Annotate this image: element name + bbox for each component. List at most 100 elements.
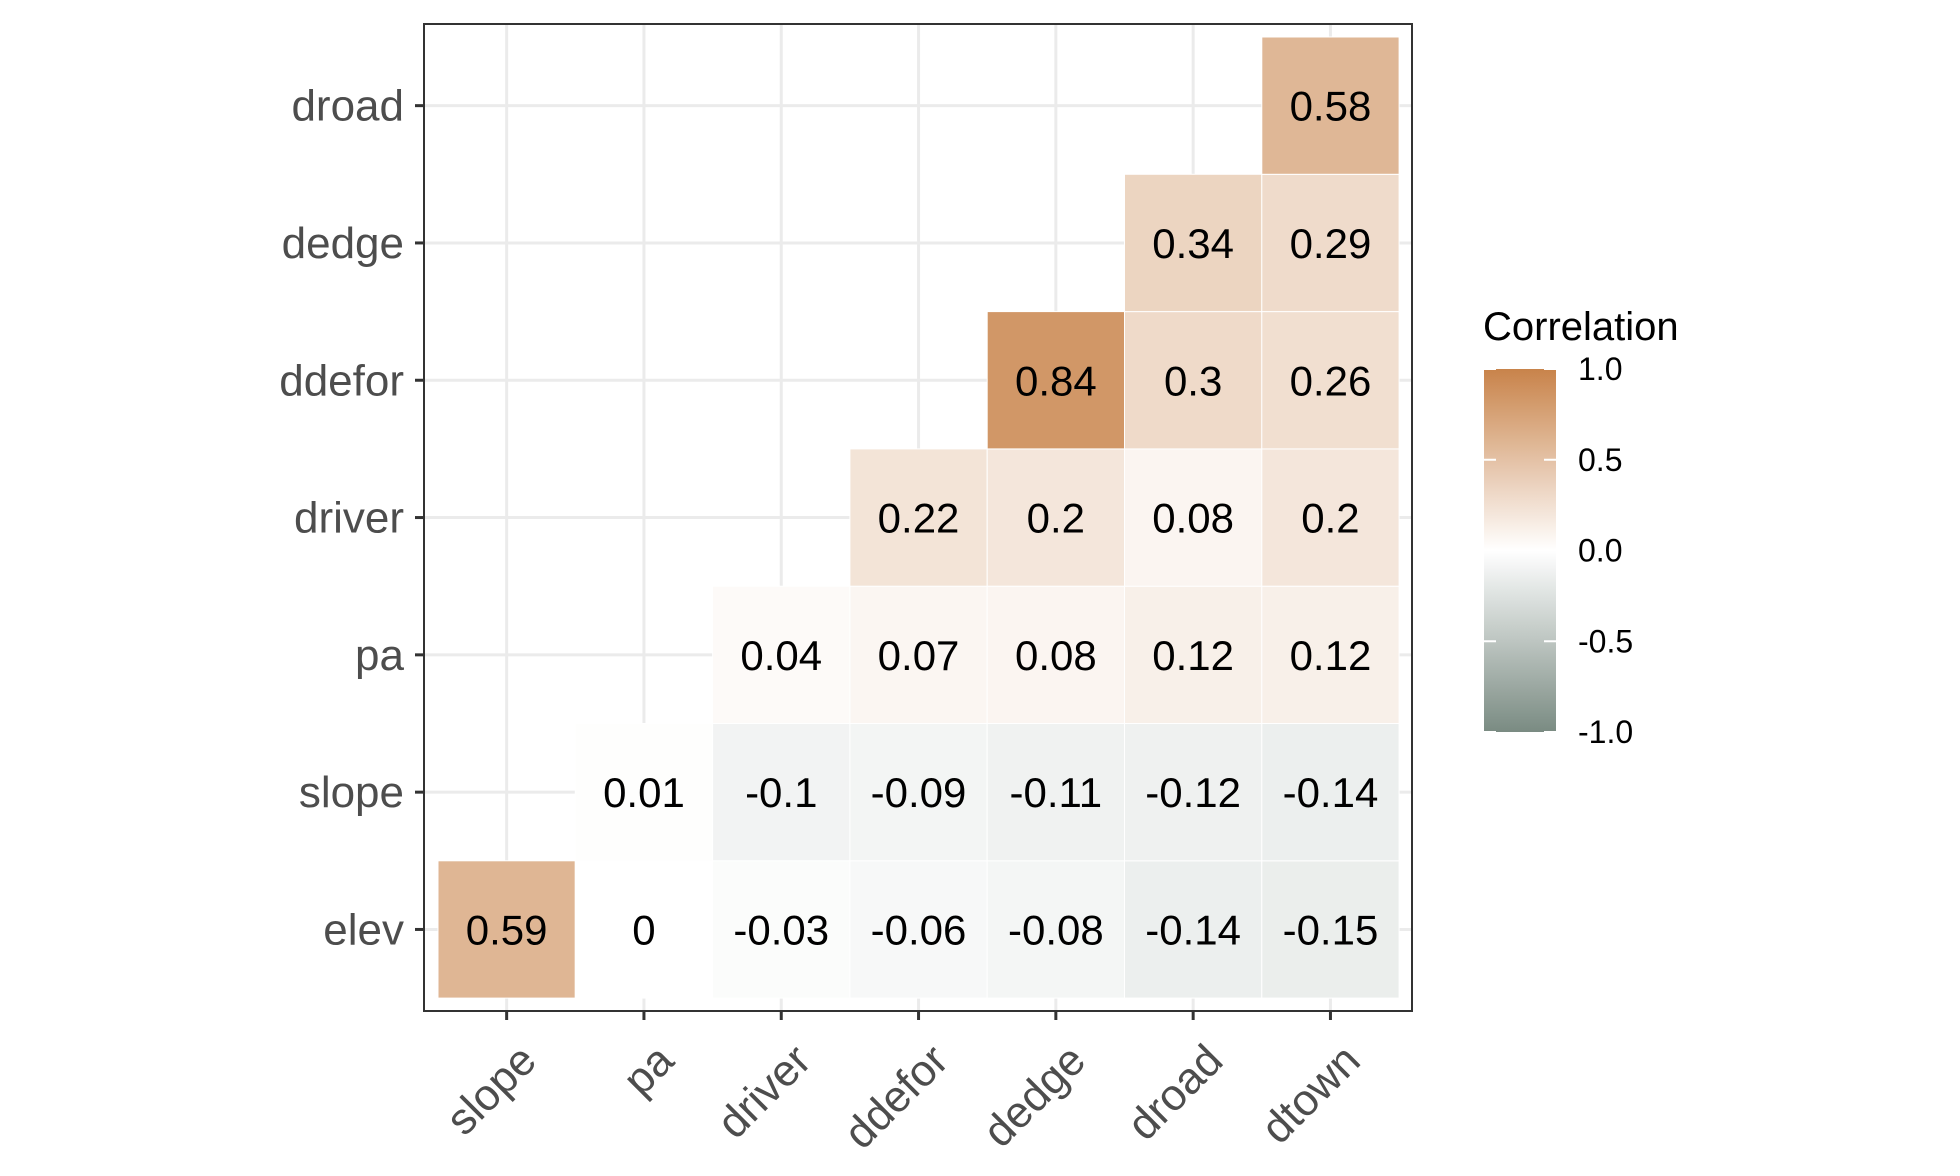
y-tick-label: slope	[299, 768, 404, 817]
heatmap-cell: -0.11	[986, 723, 1126, 862]
cell-fill	[1124, 173, 1263, 313]
legend-tick-label: 0.5	[1578, 442, 1622, 478]
cell-value-label: 0.12	[1152, 632, 1234, 679]
cell-fill	[712, 585, 851, 725]
cell-value-label: -0.14	[1145, 906, 1241, 953]
y-tick-label: ddefor	[279, 356, 404, 405]
cell-fill	[849, 448, 988, 587]
cell-value-label: 0.84	[1015, 357, 1097, 404]
cell-fill	[712, 860, 851, 999]
x-tick-label: driver	[708, 1035, 820, 1147]
heatmap-cell: 0.29	[1261, 173, 1400, 313]
heatmap-cell: 0.84	[986, 311, 1126, 450]
cell-value-label: 0.34	[1152, 220, 1234, 267]
cell-value-label: -0.08	[1008, 906, 1104, 953]
cell-value-label: 0.12	[1290, 632, 1372, 679]
cell-value-label: 0.08	[1152, 495, 1234, 542]
cell-value-label: -0.11	[1010, 769, 1103, 816]
cell-fill	[1261, 448, 1400, 587]
heatmap-cell: 0.04	[712, 585, 851, 725]
x-tick-label: dtown	[1252, 1035, 1370, 1153]
legend-tick-label: 0.0	[1578, 533, 1622, 569]
cell-fill	[1261, 173, 1400, 313]
heatmap-cell: 0.08	[986, 585, 1126, 725]
cell-value-label: -0.14	[1283, 769, 1379, 816]
cell-fill	[1261, 860, 1400, 999]
cell-fill	[849, 723, 988, 862]
cell-value-label: -0.12	[1145, 769, 1241, 816]
cell-fill	[986, 860, 1126, 999]
legend-tick-label: -1.0	[1578, 714, 1633, 750]
heatmap-cell: -0.08	[986, 860, 1126, 999]
cell-value-label: 0.58	[1290, 83, 1372, 130]
cell-fill	[849, 585, 988, 725]
x-tick-label: slope	[437, 1035, 546, 1144]
cell-value-label: 0.2	[1301, 495, 1359, 542]
x-tick-label: dedge	[974, 1035, 1095, 1156]
heatmap-cell: -0.15	[1261, 860, 1400, 999]
heatmap-cell: 0.22	[849, 448, 988, 587]
y-tick-label: droad	[291, 82, 404, 131]
cell-fill	[437, 860, 576, 999]
cell-fill	[1124, 311, 1263, 450]
cell-value-label: -0.03	[733, 906, 829, 953]
heatmap-cell: -0.14	[1124, 860, 1263, 999]
cell-value-label: 0.29	[1290, 220, 1372, 267]
cell-fill	[986, 723, 1126, 862]
legend-tick-label: 1.0	[1578, 351, 1622, 387]
x-tick-label: droad	[1118, 1035, 1232, 1149]
legend-tick-label: -0.5	[1578, 623, 1633, 659]
cell-fill	[1261, 36, 1400, 175]
heatmap-cell: 0.34	[1124, 173, 1263, 313]
cell-fill	[1124, 585, 1263, 725]
heatmap-cells: 0.59 0 -0.03 -0.06 -0.08 -0.14 -0.15 0.01 -0.1 -0…	[437, 36, 1400, 999]
heatmap-cell: 0.26	[1261, 311, 1400, 450]
heatmap-cell: -0.03	[712, 860, 851, 999]
cell-value-label: -0.15	[1283, 906, 1379, 953]
heatmap-cell: -0.14	[1261, 723, 1400, 862]
cell-fill	[849, 860, 988, 999]
cell-fill	[574, 723, 714, 862]
cell-value-label: 0.2	[1027, 495, 1085, 542]
heatmap-cell: 0.2	[1261, 448, 1400, 587]
heatmap-cell: -0.1	[712, 723, 851, 862]
cell-fill	[1261, 723, 1400, 862]
cell-value-label: 0.07	[878, 632, 960, 679]
y-tick-label: dedge	[282, 219, 404, 268]
cell-value-label: 0.08	[1015, 632, 1097, 679]
cell-value-label: 0.22	[878, 495, 960, 542]
heatmap-cell: 0.3	[1124, 311, 1263, 450]
cell-value-label: -0.1	[745, 769, 817, 816]
heatmap-cell: 0.59	[437, 860, 576, 999]
heatmap-cell: 0.12	[1261, 585, 1400, 725]
heatmap-cell: 0.12	[1124, 585, 1263, 725]
y-tick-label: pa	[355, 631, 404, 680]
heatmap-cell: 0.01	[574, 723, 714, 862]
heatmap-cell: 0	[574, 860, 714, 999]
cell-fill	[1124, 723, 1263, 862]
heatmap-cell: 0.08	[1124, 448, 1263, 587]
cell-value-label: -0.06	[871, 906, 967, 953]
heatmap-cell: 0.2	[986, 448, 1126, 587]
cell-value-label: 0.26	[1290, 357, 1372, 404]
cell-fill	[1261, 311, 1400, 450]
x-tick-label: ddefor	[835, 1035, 958, 1158]
cell-value-label: 0.59	[466, 906, 548, 953]
legend-title: Correlation	[1483, 305, 1679, 349]
cell-fill	[1124, 860, 1263, 999]
cell-value-label: 0.04	[740, 632, 822, 679]
heatmap-cell: 0.58	[1261, 36, 1400, 175]
cell-value-label: 0	[632, 906, 655, 953]
heatmap-cell: -0.12	[1124, 723, 1263, 862]
cell-fill	[1261, 585, 1400, 725]
cell-value-label: -0.09	[871, 769, 967, 816]
heatmap-cell: 0.07	[849, 585, 988, 725]
x-tick-label: pa	[614, 1035, 684, 1105]
cell-fill	[986, 311, 1126, 450]
y-tick-label: driver	[294, 494, 404, 543]
cell-value-label: 0.01	[603, 769, 685, 816]
cell-value-label: 0.3	[1164, 357, 1222, 404]
y-tick-label: elev	[323, 905, 404, 954]
